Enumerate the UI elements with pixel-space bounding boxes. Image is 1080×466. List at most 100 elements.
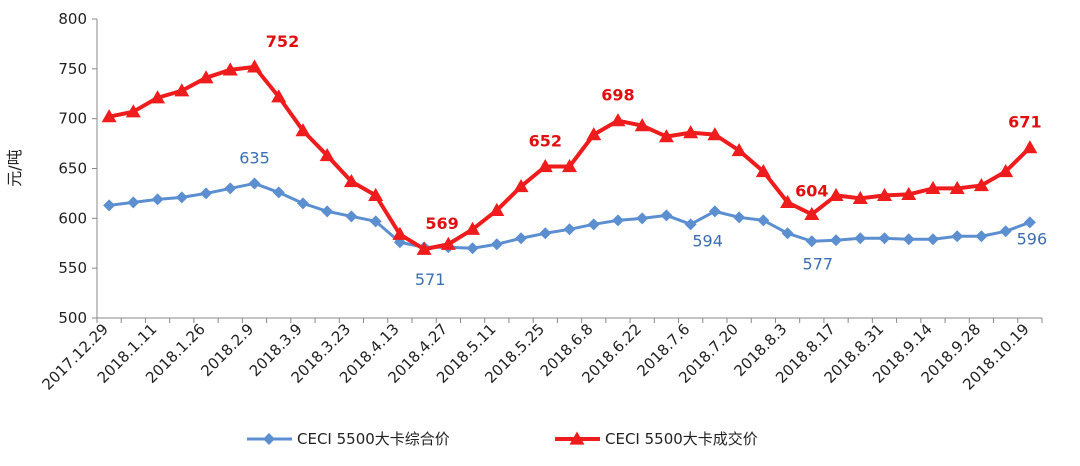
series-layer	[101, 59, 1038, 255]
data-point	[490, 238, 503, 251]
data-point	[804, 206, 820, 220]
data-point	[563, 223, 576, 236]
data-point	[127, 196, 140, 209]
data-point	[755, 163, 771, 178]
data-label: 698	[601, 86, 634, 105]
data-point	[368, 187, 384, 202]
data-point	[101, 109, 117, 123]
data-point	[224, 182, 237, 195]
data-point	[611, 214, 624, 227]
data-point	[416, 241, 432, 255]
data-point	[634, 118, 650, 132]
data-point	[852, 190, 868, 205]
data-point	[658, 129, 674, 143]
data-point	[975, 230, 988, 243]
y-tick-label: 800	[58, 10, 87, 28]
data-point	[1023, 216, 1036, 229]
x-tick-labels: 2017.12.292018.1.112018.1.262018.2.92018…	[38, 320, 1032, 393]
data-point	[708, 205, 721, 218]
data-label: 652	[529, 132, 562, 151]
legend: CECI 5500大卡综合价 CECI 5500大卡成交价	[247, 430, 758, 448]
data-point	[465, 221, 481, 235]
data-point	[684, 218, 697, 231]
data-point	[296, 197, 309, 210]
data-point	[513, 178, 529, 193]
data-point	[222, 62, 238, 76]
data-label: 671	[1008, 113, 1041, 132]
data-point	[902, 233, 915, 246]
data-point	[733, 211, 746, 224]
data-point	[248, 177, 261, 190]
data-point	[392, 226, 408, 240]
y-tick-label: 650	[58, 160, 87, 178]
data-label: 577	[803, 254, 834, 273]
data-point	[103, 199, 116, 212]
data-point	[515, 232, 528, 245]
data-label: 594	[692, 231, 723, 250]
data-label: 635	[239, 148, 270, 167]
y-tick-labels: 500 550 600 650 700 750 800	[58, 10, 87, 327]
data-label: 571	[415, 270, 446, 289]
data-point	[757, 214, 770, 227]
legend-item-1: CECI 5500大卡综合价	[247, 430, 450, 448]
data-point	[125, 104, 141, 118]
data-point	[973, 177, 989, 192]
data-point	[805, 235, 818, 248]
legend-item-2: CECI 5500大卡成交价	[555, 430, 758, 448]
data-point	[683, 125, 699, 139]
axes	[92, 18, 1043, 323]
legend-marker	[569, 431, 585, 445]
data-point	[830, 234, 843, 247]
y-tick-label: 600	[58, 209, 87, 227]
data-point	[271, 89, 287, 103]
data-point	[780, 194, 796, 209]
legend-label: CECI 5500大卡成交价	[605, 430, 758, 448]
data-point	[587, 218, 600, 231]
data-point	[295, 123, 311, 137]
data-point	[1022, 140, 1038, 154]
data-point	[951, 230, 964, 243]
data-point	[321, 205, 334, 218]
data-point	[272, 186, 285, 199]
data-label: 569	[425, 214, 458, 233]
y-axis-label: 元/吨	[5, 149, 24, 186]
data-point	[174, 83, 190, 97]
data-point	[345, 210, 358, 223]
data-point	[440, 236, 456, 250]
data-point	[200, 187, 213, 200]
data-point	[854, 232, 867, 245]
data-point	[901, 186, 917, 201]
data-point	[562, 159, 577, 173]
data-point	[828, 187, 844, 202]
data-point	[877, 187, 892, 202]
data-point	[999, 225, 1012, 238]
y-tick-label: 750	[58, 60, 87, 78]
data-point	[151, 193, 164, 206]
data-point	[319, 148, 335, 162]
data-point	[150, 90, 166, 104]
data-point	[586, 127, 602, 141]
data-point	[636, 212, 649, 225]
series-2	[101, 59, 1038, 255]
data-point	[925, 180, 941, 195]
data-labels: 752 569 652 698 604 671 635 571 594 577 596	[239, 32, 1047, 289]
y-tick-label: 500	[58, 309, 87, 327]
data-point	[731, 143, 747, 157]
data-point	[247, 59, 262, 73]
data-label: 604	[795, 181, 828, 200]
data-point	[369, 215, 382, 228]
data-label: 752	[266, 32, 299, 51]
data-point	[949, 180, 965, 195]
y-tick-label: 550	[58, 259, 87, 277]
data-point	[175, 191, 188, 204]
data-label: 596	[1017, 229, 1048, 248]
data-point	[198, 70, 214, 84]
legend-marker	[263, 433, 275, 445]
data-point	[998, 163, 1014, 178]
data-point	[610, 113, 626, 127]
data-point	[707, 127, 723, 141]
legend-label: CECI 5500大卡综合价	[297, 430, 450, 448]
data-point	[878, 232, 891, 245]
data-point	[537, 159, 553, 173]
